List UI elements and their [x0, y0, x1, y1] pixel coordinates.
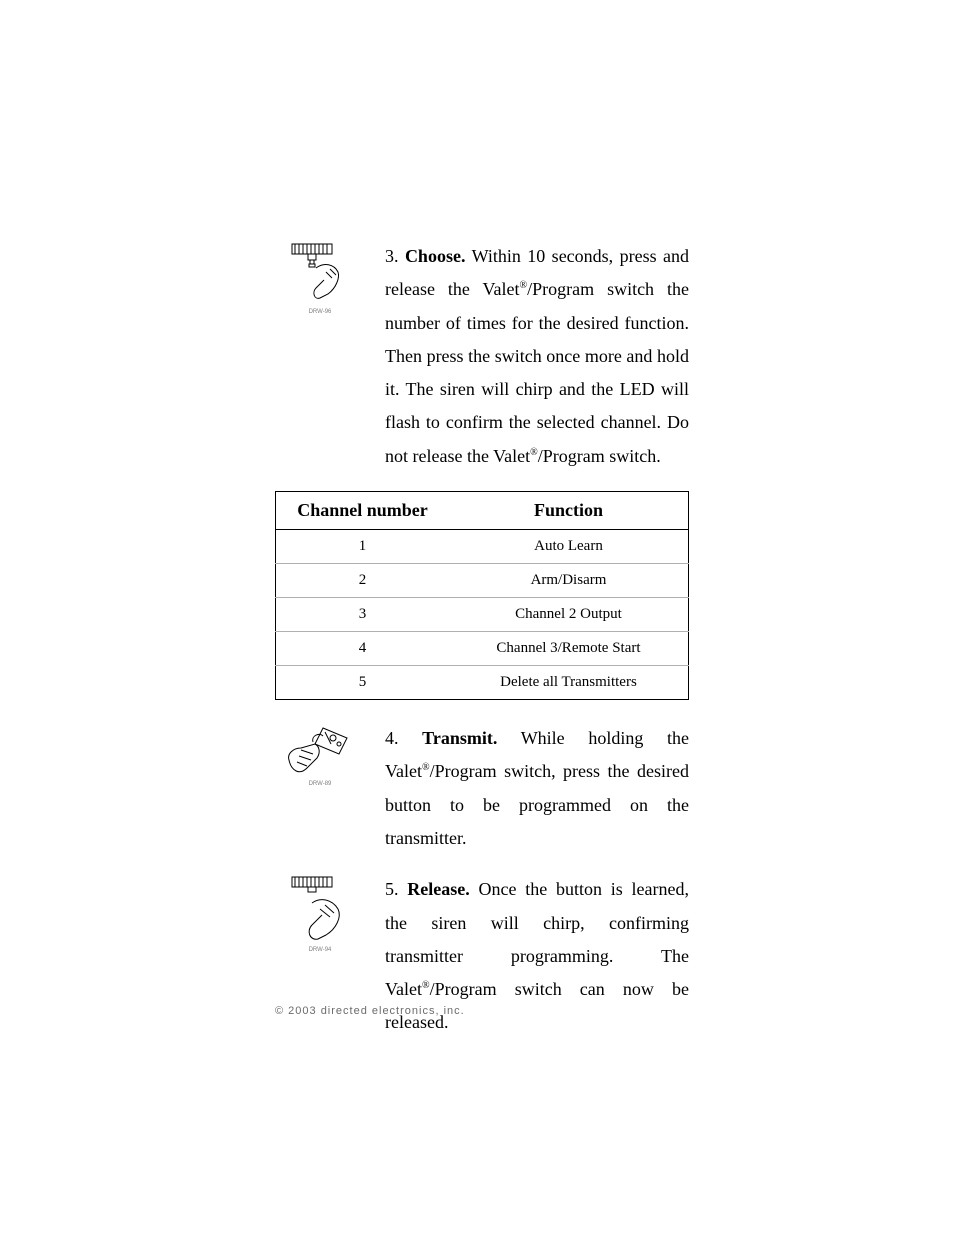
valet-switch-press-icon: [290, 242, 350, 307]
step-5-title: Release.: [407, 879, 469, 899]
table-header-row: Channel number Function: [276, 492, 689, 530]
step-5-icon-label: DRW-94: [309, 947, 332, 953]
cell-function: Arm/Disarm: [449, 564, 689, 598]
step-4-icon-col: DRW-89: [275, 722, 365, 855]
table-body: 1Auto Learn2Arm/Disarm3Channel 2 Output4…: [276, 530, 689, 700]
table-row: 2Arm/Disarm: [276, 564, 689, 598]
cell-function: Channel 3/Remote Start: [449, 632, 689, 666]
cell-channel: 2: [276, 564, 449, 598]
step-3-icon-label: DRW-96: [309, 309, 332, 315]
step-3-number: 3.: [385, 246, 399, 266]
step-3-title: Choose.: [405, 246, 466, 266]
cell-function: Delete all Transmitters: [449, 666, 689, 700]
document-page: DRW-96 3. Choose. Within 10 seconds, pre…: [0, 0, 954, 1235]
th-channel: Channel number: [276, 492, 449, 530]
step-5-number: 5.: [385, 879, 399, 899]
step-4-title: Transmit.: [422, 728, 497, 748]
cell-function: Channel 2 Output: [449, 598, 689, 632]
channel-function-table: Channel number Function 1Auto Learn2Arm/…: [275, 491, 689, 700]
table-row: 4Channel 3/Remote Start: [276, 632, 689, 666]
step-3: DRW-96 3. Choose. Within 10 seconds, pre…: [275, 240, 689, 473]
cell-channel: 4: [276, 632, 449, 666]
cell-function: Auto Learn: [449, 530, 689, 564]
valet-switch-release-icon: [290, 875, 350, 945]
table-row: 3Channel 2 Output: [276, 598, 689, 632]
step-4-number: 4.: [385, 728, 399, 748]
cell-channel: 5: [276, 666, 449, 700]
cell-channel: 3: [276, 598, 449, 632]
cell-channel: 1: [276, 530, 449, 564]
transmitter-press-icon: [285, 724, 355, 779]
copyright-footer: © 2003 directed electronics, inc.: [275, 1005, 465, 1017]
table-row: 1Auto Learn: [276, 530, 689, 564]
step-3-icon-col: DRW-96: [275, 240, 365, 473]
step-4: DRW-89 4. Transmit. While holding the Va…: [275, 722, 689, 855]
th-function: Function: [449, 492, 689, 530]
step-3-text: 3. Choose. Within 10 seconds, press and …: [385, 240, 689, 473]
step-3-body: Within 10 seconds, press and release the…: [385, 246, 689, 466]
step-4-text: 4. Transmit. While holding the Valet®/Pr…: [385, 722, 689, 855]
step-4-icon-label: DRW-89: [309, 781, 332, 787]
table-row: 5Delete all Transmitters: [276, 666, 689, 700]
